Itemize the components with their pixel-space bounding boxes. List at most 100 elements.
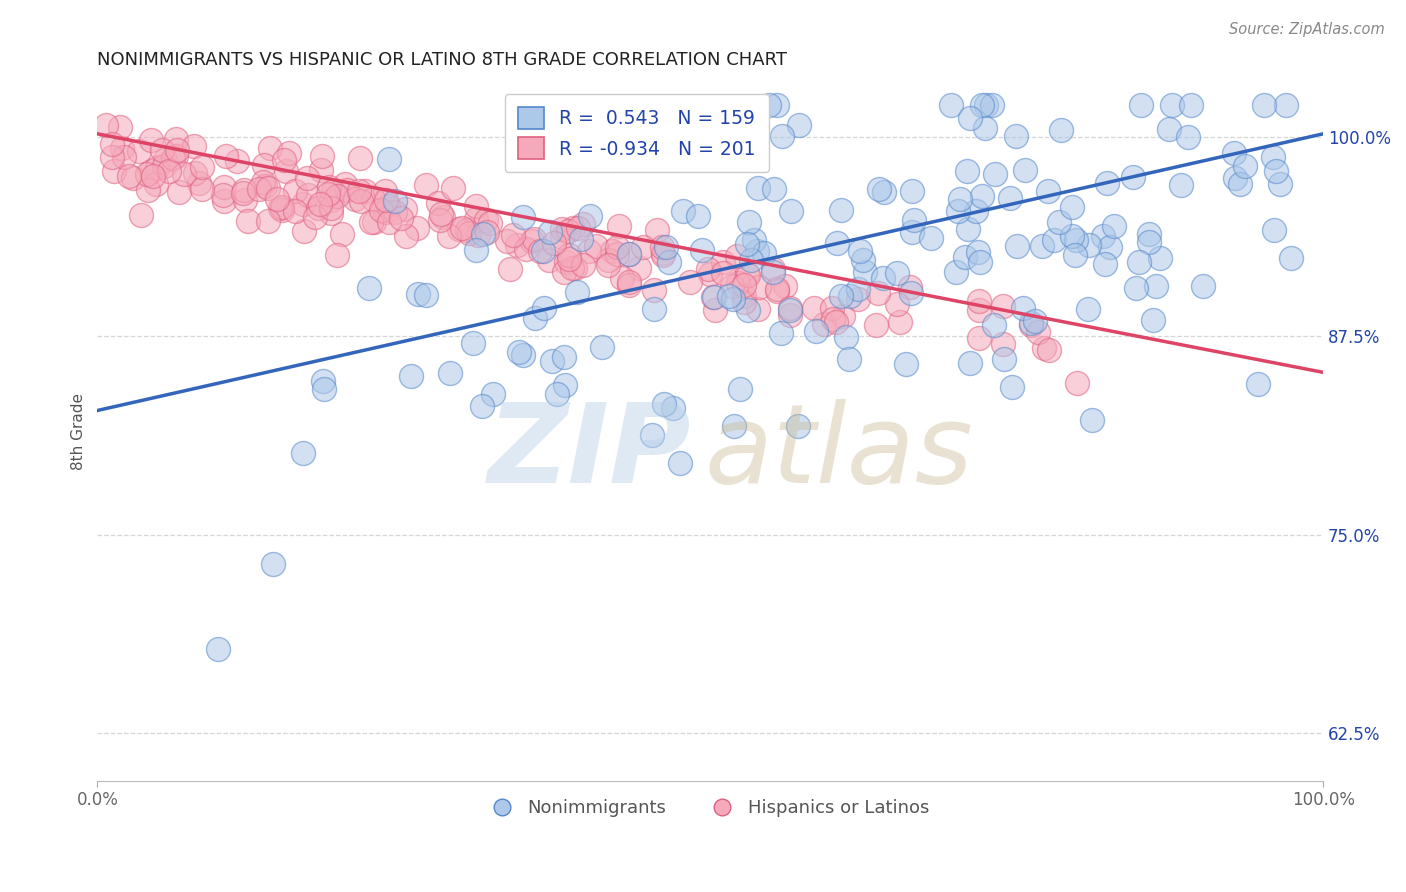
- Point: [207, 642, 229, 657]
- Point: [1137, 235, 1160, 250]
- Point: [529, 244, 551, 259]
- Text: Source: ZipAtlas.com: Source: ZipAtlas.com: [1229, 22, 1385, 37]
- Point: [717, 289, 740, 303]
- Point: [1128, 255, 1150, 269]
- Point: [153, 153, 176, 168]
- Point: [482, 387, 505, 401]
- Point: [627, 261, 650, 276]
- Point: [1062, 229, 1084, 244]
- Point: [984, 167, 1007, 181]
- Point: [1019, 318, 1042, 332]
- Point: [578, 209, 600, 223]
- Point: [363, 215, 385, 229]
- Point: [191, 161, 214, 175]
- Point: [309, 162, 332, 177]
- Point: [886, 296, 908, 310]
- Point: [1161, 98, 1184, 112]
- Point: [830, 202, 852, 217]
- Point: [471, 227, 494, 241]
- Point: [773, 278, 796, 293]
- Point: [825, 315, 848, 329]
- Point: [606, 247, 628, 261]
- Point: [1099, 240, 1122, 254]
- Point: [295, 170, 318, 185]
- Point: [900, 286, 922, 301]
- Point: [872, 271, 894, 285]
- Point: [956, 164, 979, 178]
- Point: [129, 208, 152, 222]
- Point: [1066, 376, 1088, 391]
- Point: [980, 98, 1002, 112]
- Point: [786, 419, 808, 434]
- Point: [325, 189, 347, 203]
- Point: [740, 253, 762, 268]
- Point: [779, 301, 801, 315]
- Point: [558, 252, 581, 266]
- Point: [965, 204, 987, 219]
- Point: [1095, 176, 1118, 190]
- Point: [721, 278, 744, 293]
- Point: [546, 386, 568, 401]
- Point: [465, 243, 488, 257]
- Point: [641, 427, 664, 442]
- Point: [297, 187, 319, 202]
- Point: [173, 167, 195, 181]
- Point: [292, 224, 315, 238]
- Point: [838, 351, 860, 366]
- Point: [697, 262, 720, 277]
- Point: [274, 164, 297, 178]
- Point: [145, 178, 167, 192]
- Point: [475, 212, 498, 227]
- Point: [312, 374, 335, 388]
- Point: [284, 204, 307, 219]
- Point: [619, 247, 641, 261]
- Point: [252, 175, 274, 189]
- Point: [865, 318, 887, 333]
- Point: [103, 163, 125, 178]
- Point: [723, 419, 745, 434]
- Point: [765, 284, 787, 298]
- Point: [395, 228, 418, 243]
- Point: [1092, 229, 1115, 244]
- Point: [406, 286, 429, 301]
- Point: [651, 240, 673, 254]
- Point: [679, 275, 702, 289]
- Point: [318, 179, 340, 194]
- Point: [643, 283, 665, 297]
- Point: [406, 221, 429, 235]
- Point: [399, 369, 422, 384]
- Point: [721, 292, 744, 306]
- Point: [543, 235, 565, 250]
- Point: [551, 230, 574, 244]
- Point: [344, 192, 367, 206]
- Point: [394, 202, 416, 217]
- Point: [671, 203, 693, 218]
- Point: [1064, 248, 1087, 262]
- Point: [273, 153, 295, 168]
- Point: [998, 192, 1021, 206]
- Point: [993, 352, 1015, 367]
- Point: [167, 186, 190, 200]
- Point: [253, 158, 276, 172]
- Point: [955, 250, 977, 264]
- Point: [572, 258, 595, 272]
- Point: [846, 293, 869, 307]
- Point: [319, 201, 342, 215]
- Point: [572, 217, 595, 231]
- Point: [747, 181, 769, 195]
- Point: [307, 202, 329, 216]
- Point: [374, 193, 396, 207]
- Point: [384, 194, 406, 209]
- Point: [256, 214, 278, 228]
- Point: [733, 295, 755, 310]
- Point: [1229, 178, 1251, 192]
- Point: [319, 193, 342, 207]
- Point: [725, 249, 748, 263]
- Point: [1047, 215, 1070, 229]
- Point: [533, 301, 555, 315]
- Point: [567, 285, 589, 299]
- Point: [787, 118, 810, 132]
- Point: [945, 265, 967, 279]
- Point: [1064, 233, 1087, 247]
- Point: [617, 275, 640, 289]
